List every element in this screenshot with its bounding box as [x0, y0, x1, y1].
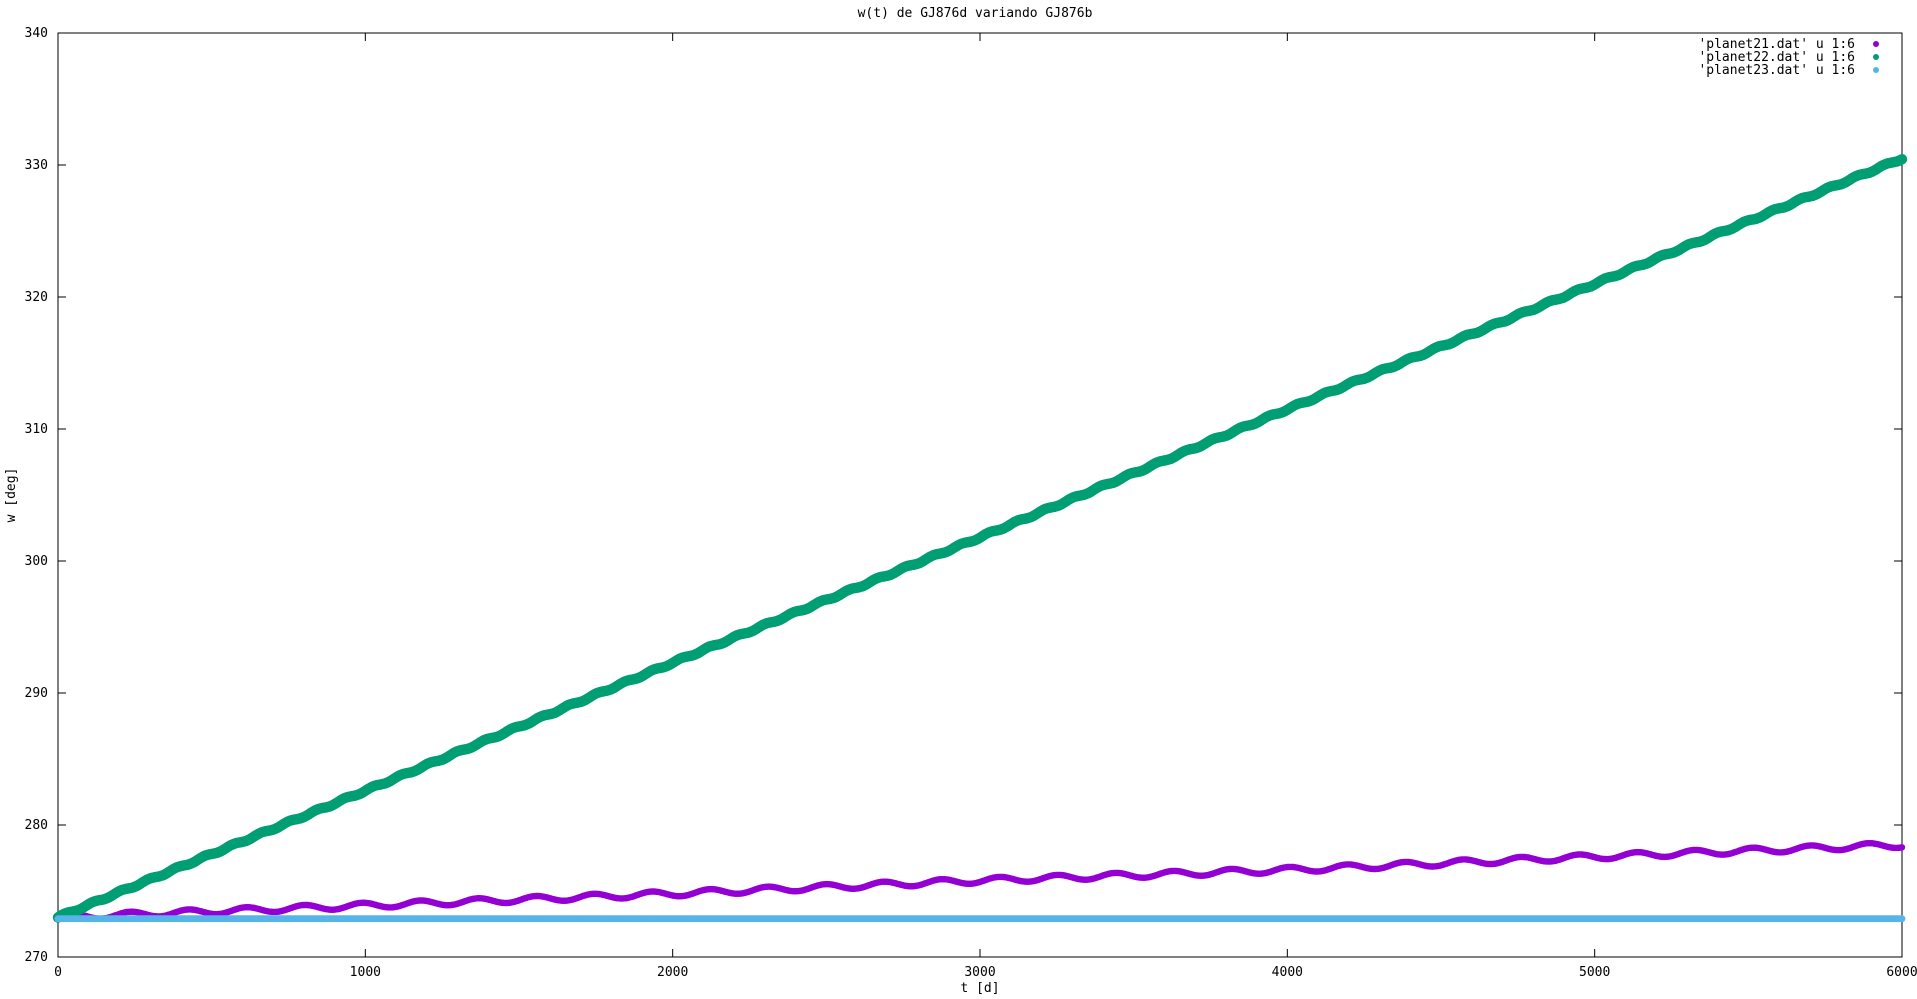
series-3 — [54, 915, 1906, 923]
series-1-point — [1898, 844, 1906, 851]
plot-frame — [57, 32, 1903, 958]
legend: 'planet21.dat' u 1:6'planet22.dat' u 1:6… — [1698, 37, 1879, 78]
y-tick-label: 300 — [25, 554, 48, 569]
y-tick-label: 280 — [25, 818, 48, 833]
x-tick-label: 0 — [54, 965, 62, 980]
x-tick-label: 5000 — [1579, 965, 1610, 980]
x-tick-label: 6000 — [1886, 965, 1917, 980]
x-axis-label: t [d] — [960, 981, 999, 996]
x-axis: 0 1000 2000 3000 4000 5000 6000 — [54, 33, 1917, 980]
legend-marker — [1873, 41, 1879, 47]
series-3-point — [1898, 915, 1906, 923]
x-tick-label: 3000 — [964, 965, 995, 980]
legend-label: 'planet23.dat' u 1:6 — [1698, 63, 1855, 78]
legend-label: 'planet22.dat' u 1:6 — [1698, 50, 1855, 65]
y-tick-label: 310 — [25, 422, 48, 437]
y-tick-label: 340 — [25, 26, 48, 41]
y-axis-label: w [deg] — [4, 468, 19, 523]
series-1 — [54, 840, 1906, 922]
series-2 — [52, 154, 1908, 923]
legend-marker — [1873, 54, 1879, 60]
series-2-point — [1896, 154, 1908, 165]
x-tick-label: 1000 — [350, 965, 381, 980]
chart-title: w(t) de GJ876d variando GJ876b — [858, 6, 1093, 21]
y-tick-label: 330 — [25, 158, 48, 173]
y-axis: 270 280 290 300 310 320 330 340 — [25, 26, 1902, 965]
series-layer — [52, 154, 1908, 923]
y-tick-label: 320 — [25, 290, 48, 305]
x-tick-label: 2000 — [657, 965, 688, 980]
legend-label: 'planet21.dat' u 1:6 — [1698, 37, 1855, 52]
y-tick-label: 270 — [25, 950, 48, 965]
x-tick-label: 4000 — [1272, 965, 1303, 980]
y-tick-label: 290 — [25, 686, 48, 701]
legend-marker — [1873, 67, 1879, 73]
